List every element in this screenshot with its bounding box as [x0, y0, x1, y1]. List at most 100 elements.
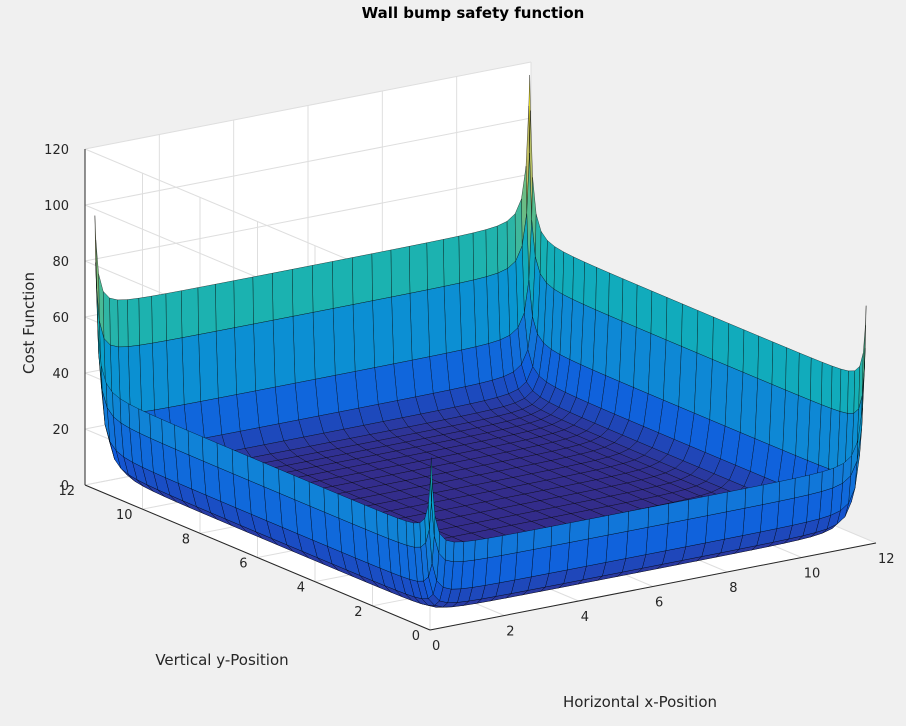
surface-face	[696, 310, 714, 360]
surface-face	[798, 352, 812, 401]
y-tick-label: 0	[412, 629, 420, 644]
y-axis-ticks: 0 2 4 6 8 10 12	[58, 484, 420, 644]
surface-face	[663, 339, 682, 407]
surface-face	[444, 539, 455, 563]
surface-face	[292, 312, 316, 384]
z-tick-label: 20	[52, 423, 69, 438]
grid-line	[84, 173, 532, 262]
z-tick-label: 40	[52, 367, 69, 382]
surface-face	[151, 293, 167, 344]
surface-face	[567, 538, 589, 571]
cost-surface	[94, 74, 867, 608]
axis-lines	[84, 149, 877, 631]
surface-face	[474, 537, 489, 561]
surface-face	[821, 361, 833, 409]
surface-face	[272, 269, 294, 321]
x-tick-label: 6	[655, 596, 663, 611]
surface-face	[724, 507, 746, 540]
surface-face	[847, 370, 855, 414]
x-tick-label: 12	[878, 552, 895, 567]
surface-face	[397, 517, 408, 546]
surface-face	[274, 382, 299, 425]
z-tick-label: 120	[44, 143, 69, 158]
surface-face	[314, 375, 340, 417]
surface-face	[705, 511, 727, 544]
surface-face	[233, 276, 254, 328]
surface-face	[458, 232, 474, 284]
y-tick-label: 2	[354, 605, 362, 620]
surface-face	[499, 552, 518, 584]
surface-face	[332, 304, 356, 376]
grid-line	[84, 61, 532, 150]
x-tick-label: 8	[729, 581, 737, 596]
surface-face	[771, 341, 787, 391]
surface-face	[294, 378, 319, 421]
grid-line	[84, 117, 532, 206]
surface-face	[364, 504, 378, 535]
surface-face	[742, 329, 759, 379]
surface-face	[724, 365, 744, 433]
surface-face	[709, 359, 729, 427]
surface-face	[218, 394, 241, 436]
surface-face	[484, 555, 502, 586]
surface-face	[409, 289, 430, 361]
y-tick-label: 10	[116, 508, 133, 523]
x-axis-label: Horizontal x-Position	[563, 693, 717, 711]
surface-face	[215, 327, 237, 399]
surface-face	[546, 240, 556, 290]
surface-face	[215, 280, 235, 332]
surface-face	[550, 522, 571, 547]
surface-face	[234, 323, 256, 395]
surface-face	[792, 494, 809, 526]
surface-face	[586, 534, 609, 567]
surface-face	[562, 251, 574, 300]
surface-face	[569, 518, 590, 543]
z-tick-label: 80	[52, 255, 69, 270]
surface-face	[619, 320, 637, 388]
z-axis-ticks: 0 20 40 60 80 100 120	[44, 143, 69, 494]
surface-face	[197, 283, 217, 335]
surface-face	[608, 272, 624, 322]
surface-face	[473, 276, 489, 348]
z-axis-label: Cost Function	[20, 272, 38, 374]
surface-face	[312, 308, 336, 380]
x-tick-label: 0	[432, 639, 440, 654]
surface-face	[371, 249, 392, 302]
surface-face	[810, 357, 823, 405]
surface-face	[472, 557, 488, 588]
surface-face	[572, 256, 585, 305]
y-tick-label: 8	[182, 532, 190, 547]
x-axis-ticks: 0 2 4 6 8 10 12	[432, 552, 895, 654]
x-tick-label: 10	[804, 567, 821, 582]
chart-title: Wall bump safety function	[362, 4, 585, 22]
surface-face	[391, 293, 413, 365]
surface-face	[152, 340, 169, 411]
surface-face	[742, 504, 763, 536]
surface-face	[740, 371, 758, 439]
surface-face	[808, 471, 823, 496]
surface-face	[109, 297, 119, 348]
surface-face	[665, 297, 683, 347]
surface-face	[830, 365, 842, 412]
surface-face	[117, 299, 129, 348]
surface-face	[485, 225, 499, 277]
surface-face	[393, 359, 416, 401]
surface-face	[501, 532, 518, 556]
surface-face	[633, 326, 652, 395]
surface-face	[744, 484, 764, 509]
surface-face	[292, 265, 314, 317]
surface-face	[443, 235, 460, 287]
surface-face	[459, 279, 477, 351]
z-tick-label: 0	[61, 479, 69, 494]
surface-face	[312, 261, 334, 313]
surface-face	[665, 519, 689, 551]
surface-face	[409, 242, 428, 294]
surface-face	[650, 290, 668, 341]
surface-face	[138, 295, 153, 346]
surface-face	[443, 282, 462, 354]
surface-face	[839, 368, 849, 414]
surface-face	[685, 515, 708, 548]
y-axis-label: Vertical y-Position	[155, 651, 288, 669]
surface-face	[374, 363, 398, 405]
surface-face	[636, 284, 653, 334]
